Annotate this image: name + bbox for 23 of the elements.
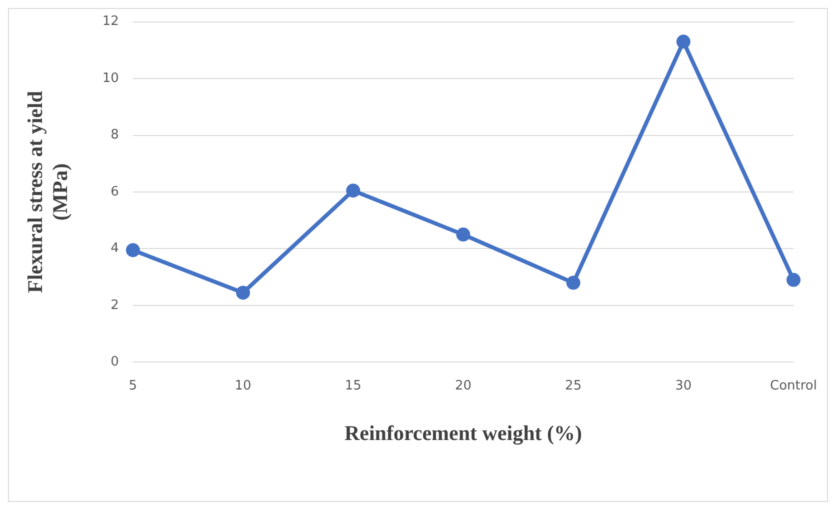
y-tick-label: 6 [110, 184, 119, 200]
y-tick-label: 8 [110, 128, 119, 143]
point [456, 228, 470, 242]
x-tick-label: 10 [234, 378, 252, 394]
y-tick-label: 4 [110, 241, 119, 256]
x-tick-label: Control [770, 378, 818, 394]
x-tick-label: 5 [128, 378, 138, 394]
y-tick-label: 10 [102, 70, 119, 86]
y-tick-label: 12 [102, 14, 119, 30]
point [236, 286, 250, 300]
y-tick-label: 2 [110, 298, 119, 313]
y-axis-title: Flexural stress at yield (MPa) [23, 90, 72, 294]
x-axis-title: Reinforcement weight (%) [344, 420, 582, 445]
x-tick-label: 30 [675, 378, 692, 394]
point [566, 276, 580, 290]
point [786, 272, 801, 287]
point [126, 243, 140, 258]
y-tick-label: 0 [110, 354, 119, 370]
x-tick-label: 25 [565, 378, 582, 394]
point [676, 34, 690, 49]
x-tick-label: 15 [344, 378, 362, 394]
point [346, 184, 360, 198]
x-tick-label: 20 [454, 378, 472, 394]
